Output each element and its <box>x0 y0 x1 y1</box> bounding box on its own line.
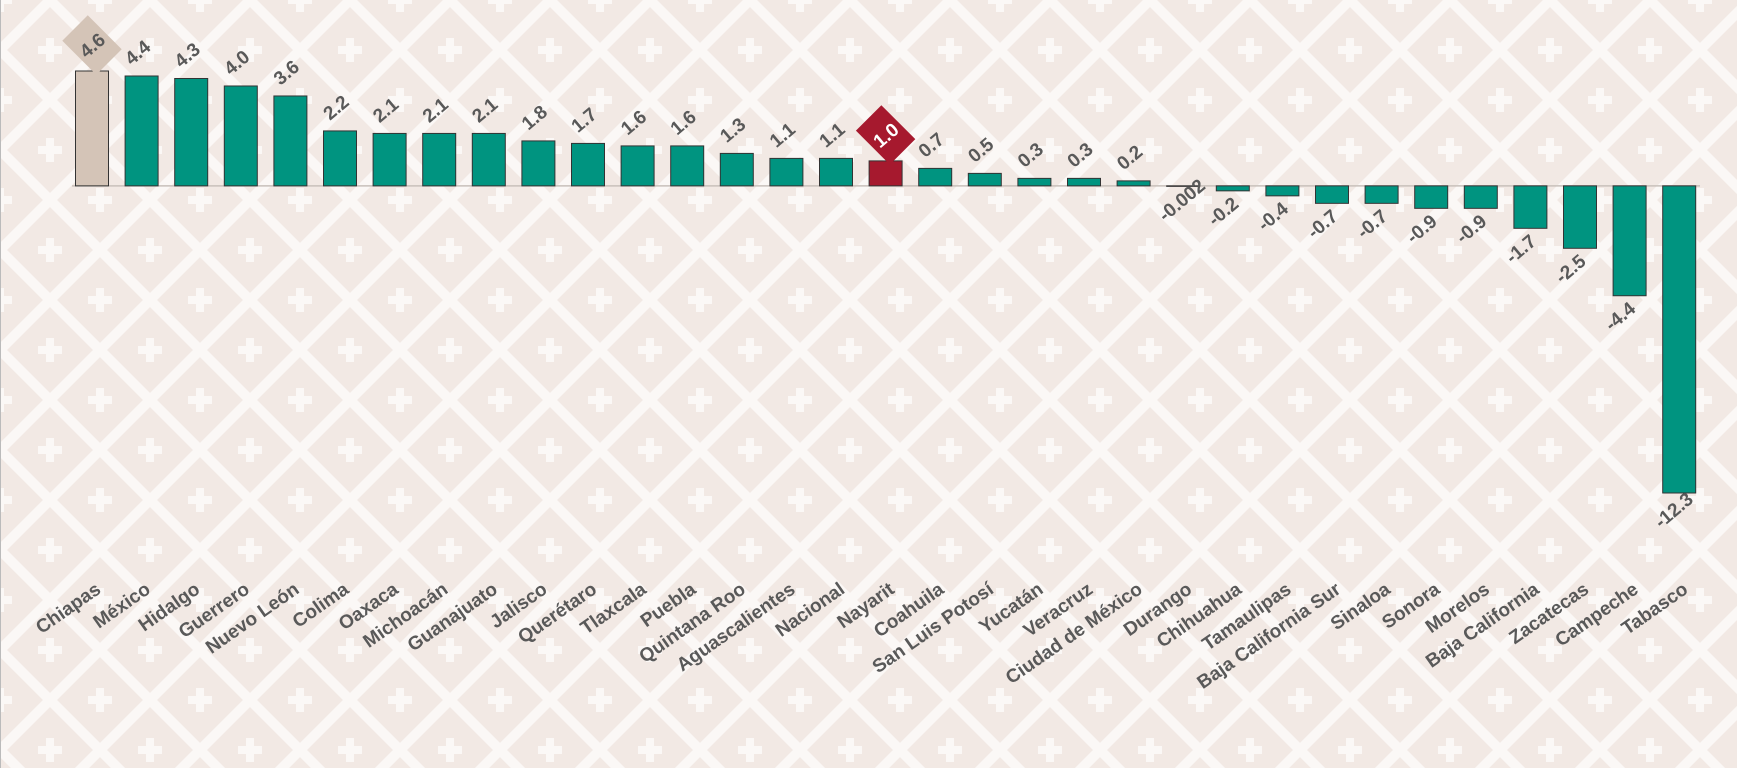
bar <box>719 152 754 187</box>
bar <box>967 172 1002 187</box>
bar <box>1017 177 1052 187</box>
bar <box>868 160 903 187</box>
bar <box>1662 185 1697 494</box>
bar <box>1513 185 1548 229</box>
bar <box>670 145 705 187</box>
bar <box>273 95 308 187</box>
bar <box>471 132 506 187</box>
label-badge: 1.0 <box>855 105 916 165</box>
bar <box>1166 185 1201 187</box>
bar <box>1463 185 1498 209</box>
bar <box>223 85 258 187</box>
bar <box>1364 185 1399 204</box>
bar <box>323 130 357 187</box>
bar <box>1067 177 1101 187</box>
bar <box>819 157 853 187</box>
bar <box>174 77 209 187</box>
bar <box>1563 185 1597 249</box>
bar <box>521 140 556 187</box>
bar <box>372 132 407 187</box>
bar <box>620 145 655 187</box>
bar <box>124 75 159 187</box>
bar <box>571 142 605 187</box>
bar <box>1215 185 1250 192</box>
bar <box>1315 185 1349 204</box>
bar <box>1116 180 1151 187</box>
badge-shape <box>62 15 122 75</box>
badge-shape <box>855 105 916 165</box>
bar <box>918 167 953 187</box>
bar <box>1265 185 1300 197</box>
label-badge: 4.6 <box>62 15 122 75</box>
bar <box>1612 185 1647 297</box>
bar <box>75 70 109 187</box>
bar <box>1414 185 1449 209</box>
bar <box>422 132 457 187</box>
bar <box>769 157 804 187</box>
